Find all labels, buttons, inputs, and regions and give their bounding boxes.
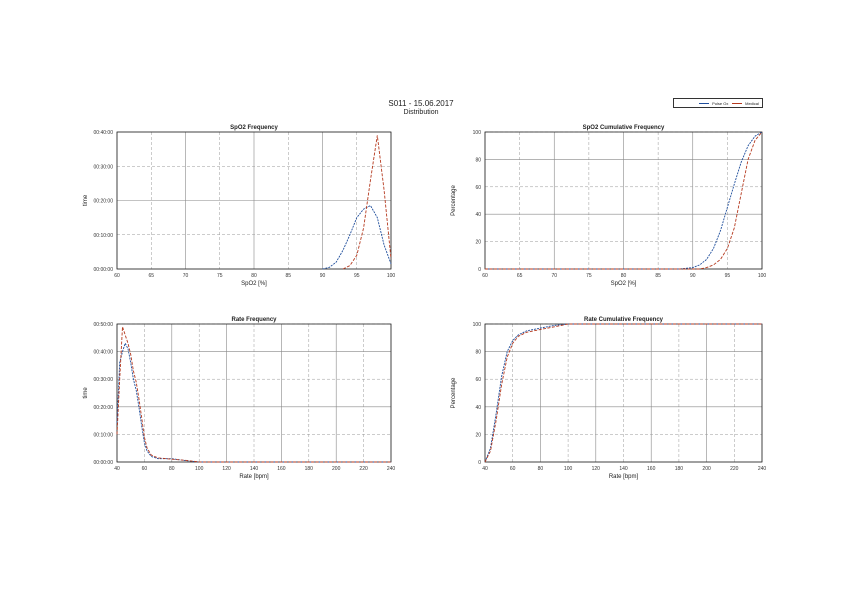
rate-frequency-chart: 40 60 80 100 120 140 160 180 200 220 240 00:00:00 00… (83, 317, 395, 480)
x-tick-label: 75 (586, 273, 592, 279)
x-tick-label: 180 (675, 466, 684, 472)
x-tick-label: 200 (332, 466, 341, 472)
y-tick-label: 00:00:00 (94, 460, 114, 466)
x-tick-label: 220 (359, 466, 368, 472)
legend-label: Pulse Ox (712, 101, 729, 106)
y-tick-label: 00:20:00 (94, 199, 114, 205)
spo2-frequency-chart: 60 65 70 75 80 85 90 95 100 00:00:00 00:10:00 00:20… (83, 125, 395, 287)
x-tick-label: 85 (655, 273, 661, 279)
series-line (485, 131, 763, 270)
series-line (116, 326, 391, 463)
y-tick-label: 80 (475, 350, 481, 356)
rate-cumulative-chart: 40 60 80 100 120 140 160 180 200 220 240 0 20 40 60 80 1… (451, 317, 766, 480)
series-line (484, 323, 762, 463)
chart-title: SpO2 Cumulative Frequency (583, 125, 665, 131)
y-tick-label: 40 (475, 212, 481, 218)
x-tick-label: 100 (387, 273, 396, 279)
x-tick-label: 85 (285, 273, 291, 279)
y-axis-label: time (83, 387, 89, 399)
x-tick-label: 75 (217, 273, 223, 279)
report-subtitle: Distribution (403, 109, 439, 116)
x-tick-label: 60 (510, 466, 516, 472)
y-tick-label: 00:40:00 (94, 130, 114, 136)
y-axis-label: time (83, 194, 89, 206)
x-tick-label: 90 (690, 273, 696, 279)
x-tick-label: 160 (647, 466, 656, 472)
x-tick-label: 240 (758, 466, 767, 472)
chart-title: Rate Frequency (231, 317, 277, 323)
x-tick-label: 80 (169, 466, 175, 472)
y-tick-label: 40 (475, 405, 481, 411)
y-tick-label: 100 (473, 130, 482, 136)
y-tick-label: 60 (475, 185, 481, 191)
y-tick-label: 00:20:00 (94, 405, 114, 411)
x-tick-label: 120 (222, 466, 231, 472)
x-tick-label: 240 (387, 466, 396, 472)
chart-title: SpO2 Frequency (230, 125, 278, 131)
legend-swatch (699, 103, 709, 105)
y-tick-label: 0 (478, 267, 481, 273)
x-tick-label: 100 (564, 466, 573, 472)
x-axis-label: SpO2 [%] (241, 281, 267, 287)
x-tick-label: 140 (250, 466, 259, 472)
x-tick-label: 80 (538, 466, 544, 472)
x-tick-label: 70 (183, 273, 189, 279)
legend-entry-pulse-ox: Pulse Ox (699, 101, 728, 106)
x-tick-label: 65 (517, 273, 523, 279)
x-tick-label: 70 (551, 273, 557, 279)
y-tick-label: 00:00:00 (94, 267, 114, 273)
y-tick-label: 20 (475, 240, 481, 246)
x-tick-label: 220 (730, 466, 739, 472)
x-tick-label: 80 (621, 273, 627, 279)
series-line (485, 131, 763, 270)
y-tick-label: 00:50:00 (94, 322, 114, 328)
plot-frame (116, 131, 392, 270)
spo2-cumulative-chart: 60 65 70 75 80 85 90 95 100 0 20 40 60 80 100 SpO2 Cumu… (451, 125, 766, 287)
x-tick-label: 60 (114, 273, 120, 279)
chart-title: Rate Cumulative Frequency (584, 317, 664, 323)
y-tick-label: 00:40:00 (94, 350, 114, 356)
x-tick-label: 200 (702, 466, 711, 472)
x-tick-label: 95 (354, 273, 360, 279)
y-tick-label: 60 (475, 377, 481, 383)
report-title: S011 - 15.06.2017 (388, 99, 454, 108)
x-tick-label: 80 (251, 273, 257, 279)
x-axis-label: Rate [bpm] (609, 474, 639, 480)
legend-entry-medical: Medical (732, 101, 759, 106)
y-tick-label: 80 (475, 157, 481, 163)
x-tick-label: 90 (320, 273, 326, 279)
x-axis-label: SpO2 [%] (611, 281, 637, 287)
series-line (342, 135, 392, 270)
y-tick-label: 0 (478, 460, 481, 466)
x-tick-label: 60 (142, 466, 148, 472)
x-tick-label: 120 (592, 466, 601, 472)
legend-swatch (732, 103, 742, 105)
chart-legend: Pulse Ox Medical (673, 98, 763, 108)
series-line (116, 342, 391, 463)
series-line (484, 323, 762, 463)
series-line (322, 205, 392, 270)
x-tick-label: 160 (277, 466, 286, 472)
x-tick-label: 40 (482, 466, 488, 472)
x-axis-label: Rate [bpm] (239, 474, 269, 480)
x-tick-label: 140 (619, 466, 628, 472)
x-tick-label: 60 (482, 273, 488, 279)
x-tick-label: 180 (305, 466, 314, 472)
y-axis-label: Percentage (451, 377, 457, 408)
y-tick-label: 00:30:00 (94, 164, 114, 170)
x-tick-label: 100 (195, 466, 204, 472)
y-tick-label: 00:30:00 (94, 377, 114, 383)
y-axis-label: Percentage (451, 185, 457, 216)
y-tick-label: 20 (475, 432, 481, 438)
x-tick-label: 95 (725, 273, 731, 279)
y-tick-label: 00:10:00 (94, 432, 114, 438)
y-tick-label: 00:10:00 (94, 233, 114, 239)
x-tick-label: 100 (758, 273, 767, 279)
y-tick-label: 100 (473, 322, 482, 328)
x-tick-label: 40 (114, 466, 120, 472)
legend-label: Medical (745, 101, 759, 106)
x-tick-label: 65 (148, 273, 154, 279)
plot-frame (484, 323, 763, 463)
